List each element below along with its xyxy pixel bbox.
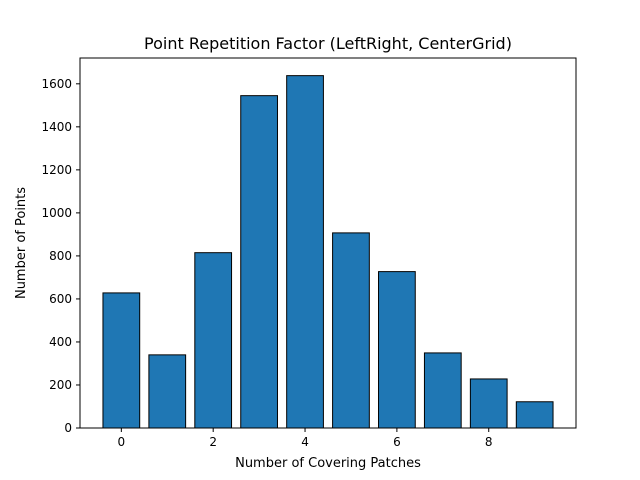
y-tick-label-600: 600	[49, 292, 72, 306]
bar-7	[423, 352, 462, 429]
x-tick-label-0: 0	[118, 435, 126, 449]
y-axis-ticks: 0 200 400 600 800 1000 1200 1400 1600	[41, 77, 80, 435]
bar-9	[515, 401, 554, 429]
bar-5	[332, 232, 370, 429]
y-tick-label-200: 200	[49, 378, 72, 392]
y-tick-label-0: 0	[64, 421, 72, 435]
y-tick-label-1000: 1000	[41, 206, 72, 220]
x-tick-label-2: 2	[209, 435, 217, 449]
bar-4	[286, 75, 324, 429]
bar-3	[240, 95, 278, 429]
x-axis-label: Number of Covering Patches	[235, 456, 421, 471]
x-tick-label-6: 6	[393, 435, 401, 449]
plot-frame	[79, 57, 577, 429]
y-tick-label-800: 800	[49, 249, 72, 263]
x-tick-label-8: 8	[485, 435, 493, 449]
chart-title: Point Repetition Factor (LeftRight, Cent…	[144, 34, 512, 53]
bar-6	[378, 271, 416, 429]
bar-0	[102, 292, 141, 429]
x-axis-ticks: 0 2 4 6 8	[118, 428, 493, 449]
y-axis-label: Number of Points	[14, 187, 29, 299]
bar-1	[148, 354, 187, 429]
y-tick-label-1200: 1200	[41, 163, 72, 177]
y-tick-label-400: 400	[49, 335, 72, 349]
bar-8	[469, 378, 508, 429]
y-tick-label-1600: 1600	[41, 77, 72, 91]
x-tick-label-4: 4	[301, 435, 309, 449]
y-tick-label-1400: 1400	[41, 120, 72, 134]
bars-group	[102, 75, 554, 429]
bar-2	[194, 252, 233, 429]
